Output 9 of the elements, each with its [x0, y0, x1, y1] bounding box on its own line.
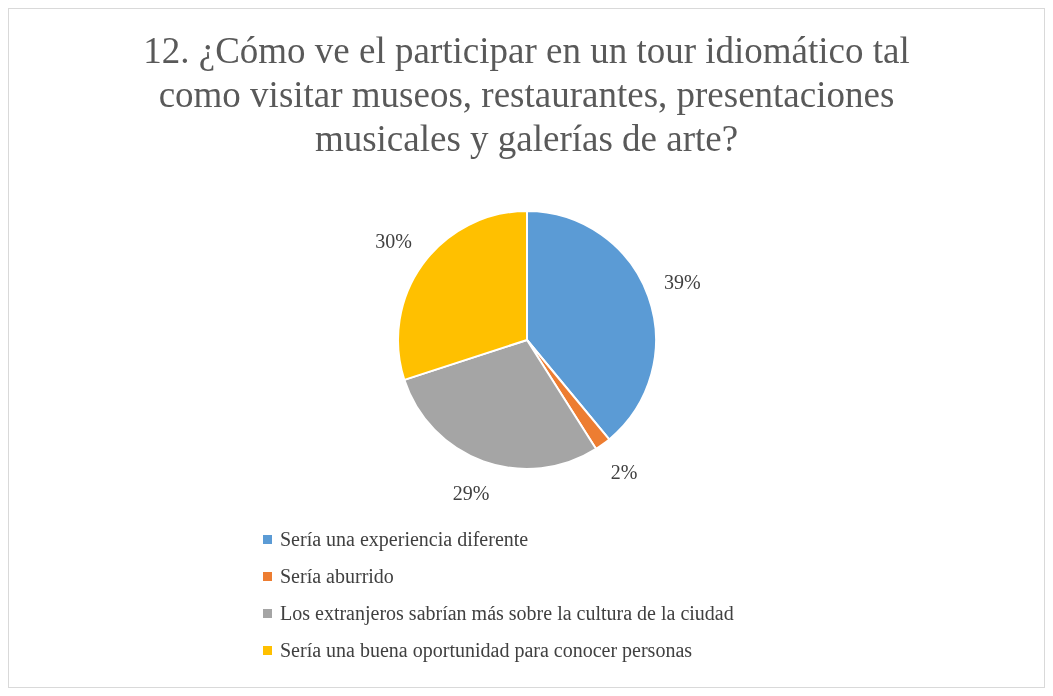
legend-label: Sería una experiencia diferente: [280, 528, 529, 551]
data-label: 2%: [610, 460, 637, 483]
legend-label: Sería aburrido: [280, 565, 394, 588]
data-label: 29%: [452, 482, 489, 505]
data-label: 39%: [663, 271, 701, 294]
legend-label: Los extranjeros sabrían más sobre la cultura de la ciudad: [280, 602, 734, 625]
chart-title: 12. ¿Cómo ve el participar en un tour idiomático tal como visitar museos, restaurantes, presentaciones musicales y galerías de arte?: [142, 29, 911, 161]
data-label: 30%: [374, 230, 412, 253]
legend-label: Sería una buena oportunidad para conocer personas: [280, 639, 693, 662]
